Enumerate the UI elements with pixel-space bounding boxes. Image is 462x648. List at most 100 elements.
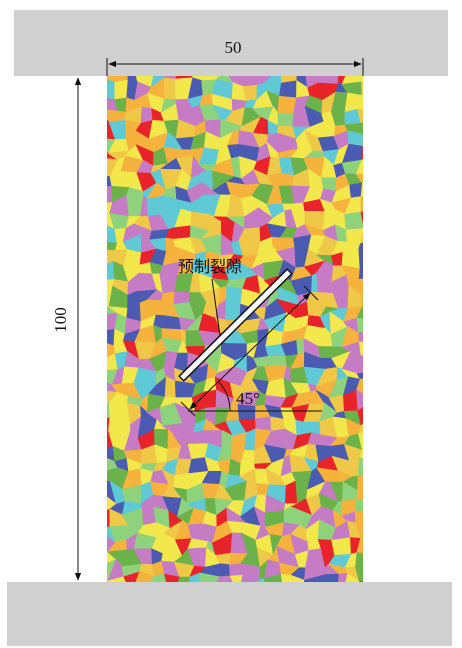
- bottom-plate: [7, 582, 452, 646]
- grain: [371, 535, 384, 555]
- grain: [369, 461, 385, 475]
- grain-mosaic: [95, 66, 404, 607]
- grain: [382, 330, 403, 341]
- grain: [278, 113, 294, 127]
- grain: [371, 95, 388, 111]
- grain: [372, 210, 391, 227]
- grain: [103, 186, 112, 203]
- grain: [174, 474, 188, 490]
- grain: [382, 419, 404, 436]
- grain: [363, 134, 375, 148]
- grain: [332, 538, 352, 556]
- specimen-diagram: 50 100 预制裂隙 45°: [0, 0, 462, 648]
- grain: [372, 447, 384, 464]
- grain: [357, 356, 377, 374]
- grain: [374, 182, 387, 200]
- grain: [384, 210, 404, 227]
- grain: [162, 316, 181, 330]
- grain: [388, 412, 404, 421]
- grain: [384, 124, 400, 136]
- grain: [371, 551, 391, 567]
- grain: [371, 174, 389, 185]
- grain: [279, 81, 296, 98]
- grain: [368, 148, 390, 163]
- grain: [384, 458, 400, 475]
- grain: [390, 276, 399, 289]
- grain: [115, 80, 128, 99]
- grain: [369, 472, 385, 488]
- grain: [265, 356, 287, 367]
- grain: [382, 435, 404, 447]
- grain: [382, 511, 401, 529]
- grain: [374, 289, 391, 302]
- grain: [384, 551, 402, 568]
- grain: [357, 318, 374, 333]
- grain: [386, 300, 401, 319]
- grain: [361, 183, 374, 200]
- grain: [371, 564, 391, 578]
- grain: [384, 567, 402, 576]
- grain: [387, 381, 403, 398]
- grain: [95, 509, 109, 529]
- grain: [370, 417, 388, 436]
- grain: [164, 78, 176, 100]
- grain: [350, 183, 363, 198]
- grain: [374, 109, 391, 124]
- grain: [374, 118, 391, 137]
- grain: [383, 488, 401, 497]
- grain: [359, 249, 375, 269]
- grain: [371, 520, 385, 538]
- grain: [368, 157, 389, 174]
- grain: [382, 529, 396, 538]
- grain: [383, 163, 402, 178]
- grain: [356, 553, 375, 567]
- grain: [371, 85, 384, 98]
- grain: [362, 146, 375, 160]
- grain: [388, 105, 397, 124]
- grain: [376, 352, 386, 372]
- angle-label: 45°: [236, 389, 260, 408]
- grain: [383, 148, 402, 163]
- grain: [385, 174, 403, 187]
- grain: [372, 495, 386, 511]
- grain: [368, 392, 389, 412]
- grain: [383, 226, 398, 235]
- grain: [383, 472, 401, 490]
- grain: [385, 182, 403, 198]
- grain: [368, 330, 384, 343]
- grain: [373, 317, 387, 331]
- grain: [384, 131, 400, 150]
- grain: [374, 131, 390, 148]
- width-label: 50: [225, 38, 242, 57]
- grain: [361, 118, 374, 137]
- grain: [389, 392, 403, 412]
- grain: [174, 226, 191, 239]
- grain: [362, 82, 377, 98]
- grain: [381, 249, 402, 263]
- grain: [372, 235, 383, 255]
- grain: [355, 511, 375, 523]
- grain: [377, 365, 387, 387]
- grain: [95, 313, 117, 331]
- grain: [384, 94, 396, 111]
- grain: [382, 495, 401, 515]
- grain: [382, 536, 400, 551]
- grain: [373, 299, 387, 318]
- grain: [381, 262, 402, 277]
- grain: [386, 352, 398, 365]
- grain: [219, 564, 230, 577]
- grain: [384, 83, 404, 95]
- grain: [382, 339, 398, 353]
- grain: [204, 390, 217, 408]
- grain: [358, 475, 375, 490]
- grain: [386, 288, 400, 302]
- grain: [375, 261, 390, 277]
- grain: [361, 197, 374, 212]
- grain: [375, 481, 386, 503]
- grain: [359, 331, 374, 344]
- grain: [384, 195, 404, 215]
- grain: [100, 262, 115, 281]
- grain: [95, 329, 114, 345]
- grain: [384, 317, 402, 331]
- grain: [372, 511, 386, 529]
